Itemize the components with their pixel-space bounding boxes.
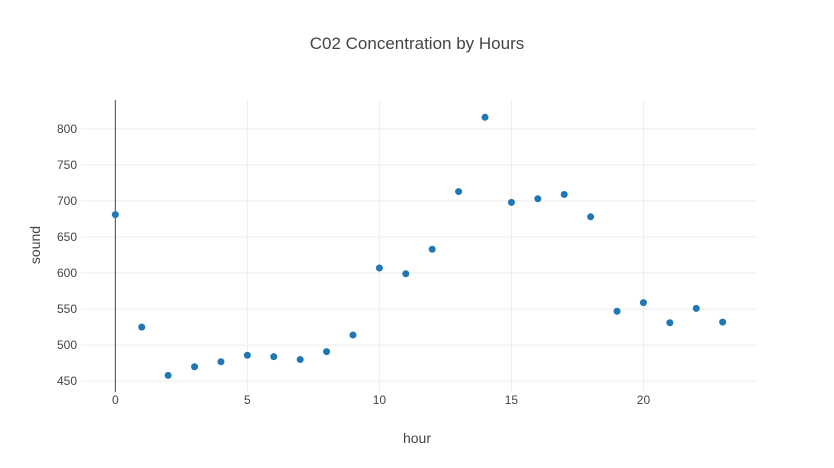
x-axis-title: hour: [403, 430, 431, 446]
data-point[interactable]: [217, 358, 225, 366]
data-point[interactable]: [587, 213, 595, 221]
x-tick-label: 20: [637, 393, 651, 407]
y-tick-label: 500: [57, 338, 77, 352]
data-point[interactable]: [296, 356, 304, 364]
y-axis-title: sound: [27, 226, 43, 264]
data-point[interactable]: [639, 299, 647, 307]
data-point[interactable]: [243, 351, 251, 359]
data-point[interactable]: [719, 318, 727, 326]
data-point[interactable]: [613, 307, 621, 315]
y-tick-label: 450: [57, 374, 77, 388]
data-point[interactable]: [270, 353, 278, 361]
data-point[interactable]: [349, 331, 357, 339]
y-tick-label: 750: [57, 158, 77, 172]
data-point[interactable]: [402, 270, 410, 278]
data-point[interactable]: [323, 348, 331, 356]
data-point[interactable]: [375, 264, 383, 272]
data-point[interactable]: [560, 190, 568, 198]
data-point[interactable]: [428, 245, 436, 253]
x-tick-label: 0: [112, 393, 119, 407]
y-tick-labels: 450 500 550 600 650 700 750 800: [57, 122, 77, 388]
x-tick-labels: 0 5 10 15 20: [112, 393, 650, 407]
data-point[interactable]: [455, 188, 463, 196]
x-tick-label: 15: [505, 393, 519, 407]
y-tick-label: 800: [57, 122, 77, 136]
y-tick-label: 700: [57, 194, 77, 208]
y-tick-label: 600: [57, 266, 77, 280]
data-point[interactable]: [666, 319, 674, 327]
data-point[interactable]: [191, 363, 199, 371]
data-point[interactable]: [164, 371, 172, 379]
data-point[interactable]: [111, 211, 119, 219]
data-point[interactable]: [507, 198, 515, 206]
chart-title: C02 Concentration by Hours: [310, 34, 525, 53]
x-tick-label: 10: [373, 393, 387, 407]
data-point[interactable]: [534, 195, 542, 203]
data-points: [111, 113, 727, 379]
gridlines: [81, 100, 757, 392]
data-point[interactable]: [692, 304, 700, 312]
data-point[interactable]: [138, 323, 146, 331]
y-tick-label: 550: [57, 302, 77, 316]
y-tick-label: 650: [57, 230, 77, 244]
data-point[interactable]: [481, 113, 489, 121]
x-tick-label: 5: [244, 393, 251, 407]
